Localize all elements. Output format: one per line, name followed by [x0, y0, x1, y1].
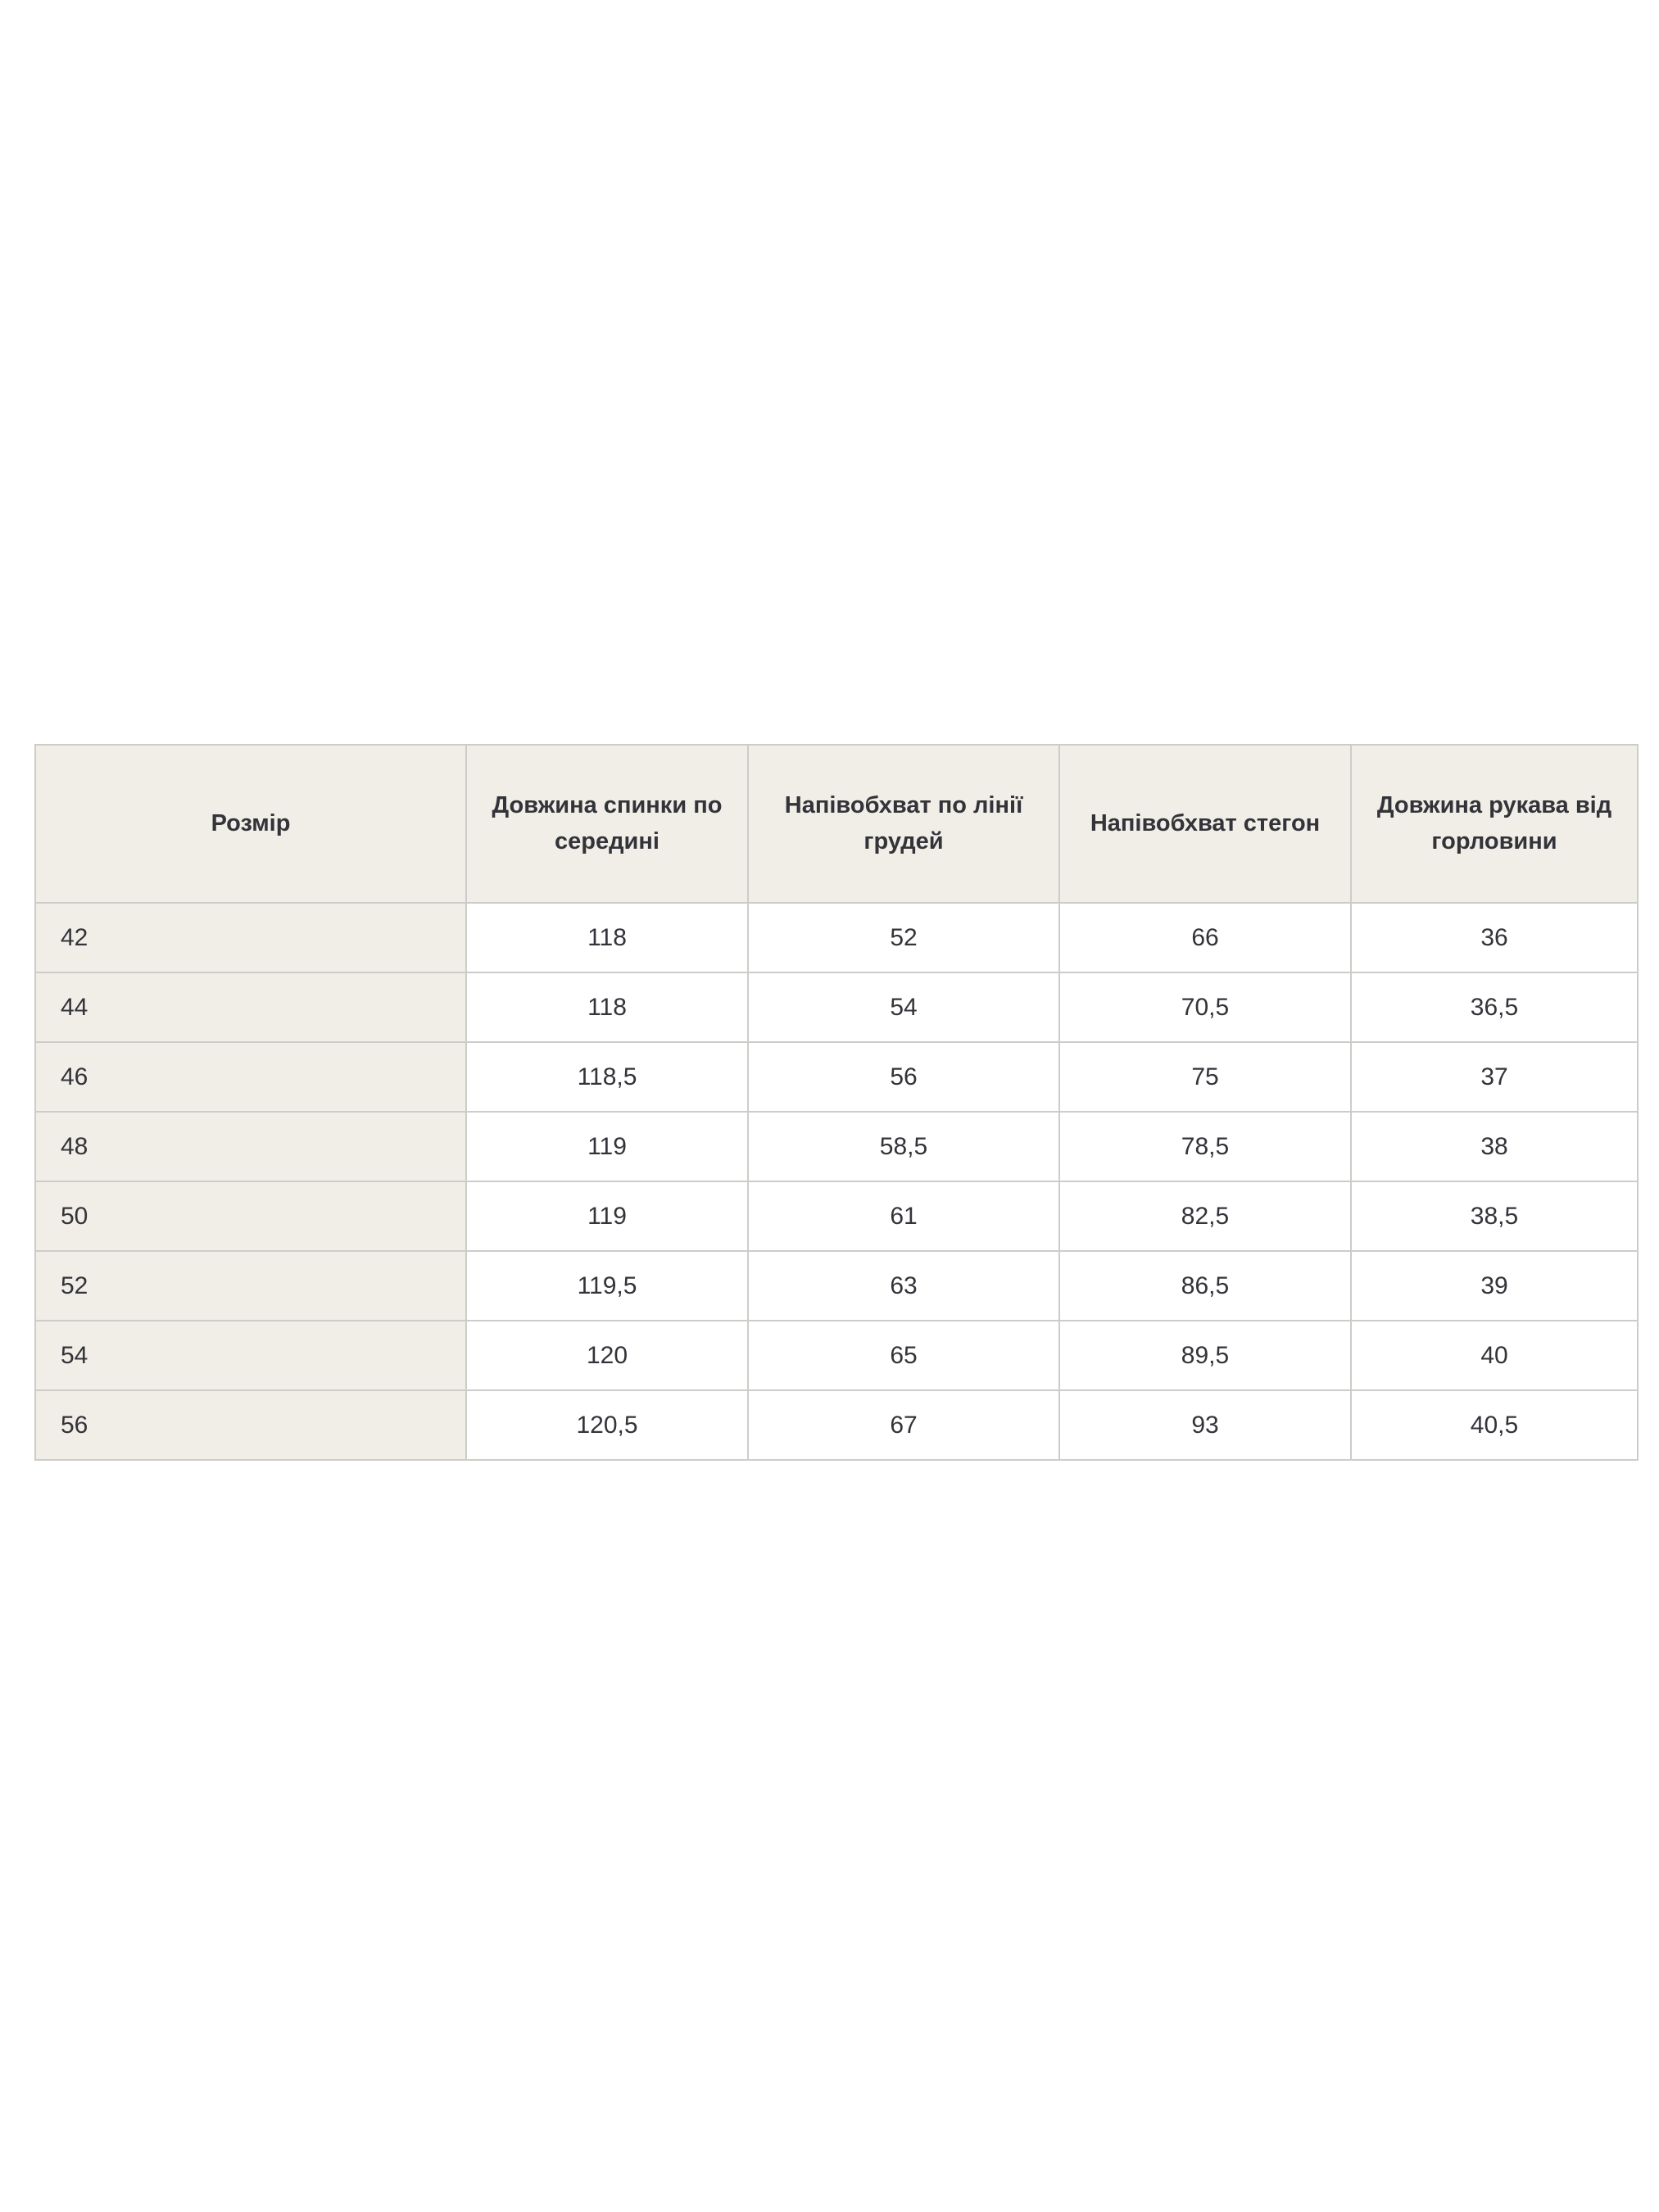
table-row: 52 119,5 63 86,5 39	[34, 1250, 1639, 1321]
table-row: 50 119 61 82,5 38,5	[34, 1181, 1639, 1252]
cell-size: 46	[34, 1041, 467, 1113]
cell-size: 44	[34, 972, 467, 1043]
column-header-size: Розмір	[34, 744, 467, 904]
cell-hips-half: 86,5	[1058, 1250, 1352, 1321]
cell-back-length: 119	[465, 1181, 749, 1252]
cell-hips-half: 75	[1058, 1041, 1352, 1113]
cell-hips-half: 82,5	[1058, 1181, 1352, 1252]
cell-sleeve-length: 40	[1350, 1320, 1639, 1391]
cell-chest-half: 54	[747, 972, 1060, 1043]
cell-chest-half: 58,5	[747, 1111, 1060, 1182]
size-chart-section: Розмір Довжина спинки по середині Напіво…	[34, 744, 1639, 1461]
cell-chest-half: 56	[747, 1041, 1060, 1113]
table-row: 44 118 54 70,5 36,5	[34, 972, 1639, 1043]
cell-back-length: 120	[465, 1320, 749, 1391]
cell-chest-half: 63	[747, 1250, 1060, 1321]
cell-size: 50	[34, 1181, 467, 1252]
column-header-back-length: Довжина спинки по середині	[465, 744, 749, 904]
size-table: Розмір Довжина спинки по середині Напіво…	[34, 744, 1639, 1461]
cell-back-length: 118	[465, 902, 749, 973]
cell-hips-half: 70,5	[1058, 972, 1352, 1043]
table-row: 48 119 58,5 78,5 38	[34, 1111, 1639, 1182]
cell-hips-half: 78,5	[1058, 1111, 1352, 1182]
table-row: 46 118,5 56 75 37	[34, 1041, 1639, 1113]
size-table-body: 42 118 52 66 36 44 118 54 70,5 36,5 46 1…	[34, 902, 1639, 1461]
cell-size: 48	[34, 1111, 467, 1182]
cell-back-length: 120,5	[465, 1389, 749, 1461]
cell-chest-half: 65	[747, 1320, 1060, 1391]
cell-size: 56	[34, 1389, 467, 1461]
cell-chest-half: 52	[747, 902, 1060, 973]
header-row: Розмір Довжина спинки по середині Напіво…	[34, 744, 1639, 904]
cell-back-length: 119,5	[465, 1250, 749, 1321]
table-row: 56 120,5 67 93 40,5	[34, 1389, 1639, 1461]
size-table-header: Розмір Довжина спинки по середині Напіво…	[34, 744, 1639, 904]
column-header-sleeve-length: Довжина рукава від горловини	[1350, 744, 1639, 904]
cell-sleeve-length: 38	[1350, 1111, 1639, 1182]
column-header-hips-half: Напівобхват стегон	[1058, 744, 1352, 904]
cell-chest-half: 61	[747, 1181, 1060, 1252]
cell-sleeve-length: 37	[1350, 1041, 1639, 1113]
table-row: 54 120 65 89,5 40	[34, 1320, 1639, 1391]
cell-back-length: 118,5	[465, 1041, 749, 1113]
cell-back-length: 119	[465, 1111, 749, 1182]
cell-hips-half: 93	[1058, 1389, 1352, 1461]
cell-sleeve-length: 36	[1350, 902, 1639, 973]
cell-size: 54	[34, 1320, 467, 1391]
cell-size: 42	[34, 902, 467, 973]
column-header-chest-half: Напівобхват по лінії грудей	[747, 744, 1060, 904]
cell-sleeve-length: 39	[1350, 1250, 1639, 1321]
cell-sleeve-length: 40,5	[1350, 1389, 1639, 1461]
cell-sleeve-length: 36,5	[1350, 972, 1639, 1043]
cell-chest-half: 67	[747, 1389, 1060, 1461]
cell-hips-half: 89,5	[1058, 1320, 1352, 1391]
cell-size: 52	[34, 1250, 467, 1321]
cell-back-length: 118	[465, 972, 749, 1043]
table-row: 42 118 52 66 36	[34, 902, 1639, 973]
cell-sleeve-length: 38,5	[1350, 1181, 1639, 1252]
cell-hips-half: 66	[1058, 902, 1352, 973]
